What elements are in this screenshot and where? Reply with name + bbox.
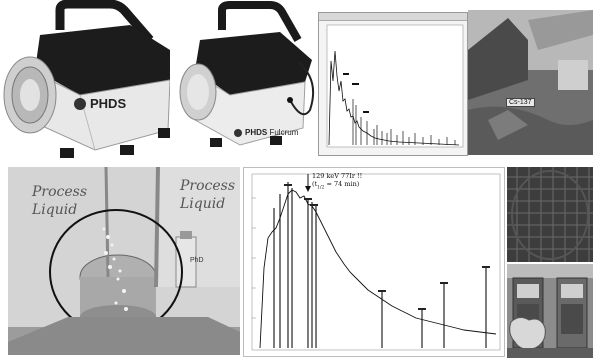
detector-small-brand-name: PHDS (245, 128, 268, 137)
process-liquid-photo: Process Liquid Process Liquid PhD (8, 167, 240, 355)
whiteboard-left-line1: Process (32, 184, 88, 200)
annotation-half-life-sub: 1/2 (317, 185, 325, 191)
whiteboard-text-left: Process Liquid (32, 183, 87, 219)
site-photo: Cs-137 (468, 10, 593, 155)
whiteboard-text-right: Process Liquid (180, 177, 235, 213)
spectrum-annotation: 129 keV 77Ir !! (t1/2 = 74 min) (312, 172, 362, 192)
detector-small-model: Fulcrum (269, 128, 299, 137)
drum-grate-photo (507, 167, 593, 262)
bottle-label: PhD (190, 257, 204, 264)
annotation-line1: 129 keV 77Ir !! (312, 172, 363, 180)
annotation-half-life-tail: = 74 min) (324, 180, 360, 188)
annotated-spectrum: 129 keV 77Ir !! (t1/2 = 74 min) (243, 167, 505, 357)
detector-large-brand: PHDS (90, 96, 127, 111)
whiteboard-right-line1: Process (180, 178, 236, 194)
window-title-bar (319, 13, 467, 21)
annotated-spectrum-plot (251, 173, 501, 351)
whiteboard-right-line2: Liquid (180, 196, 226, 212)
detector-small-photo: PHDS Fulcrum (170, 0, 318, 165)
annotation-half-life-open: (t (312, 180, 318, 188)
spectrum-small-plot (326, 24, 464, 148)
equipment-photo (507, 264, 593, 358)
whiteboard-left-line2: Liquid (32, 202, 78, 218)
site-photo-label: Cs-137 (506, 98, 535, 107)
annotation-line2: (t1/2 = 74 min) (312, 180, 362, 192)
detector-small-brand: PHDS Fulcrum (245, 128, 298, 137)
detector-large-photo: PHDS (0, 0, 182, 165)
spectrum-software-window (318, 12, 468, 156)
